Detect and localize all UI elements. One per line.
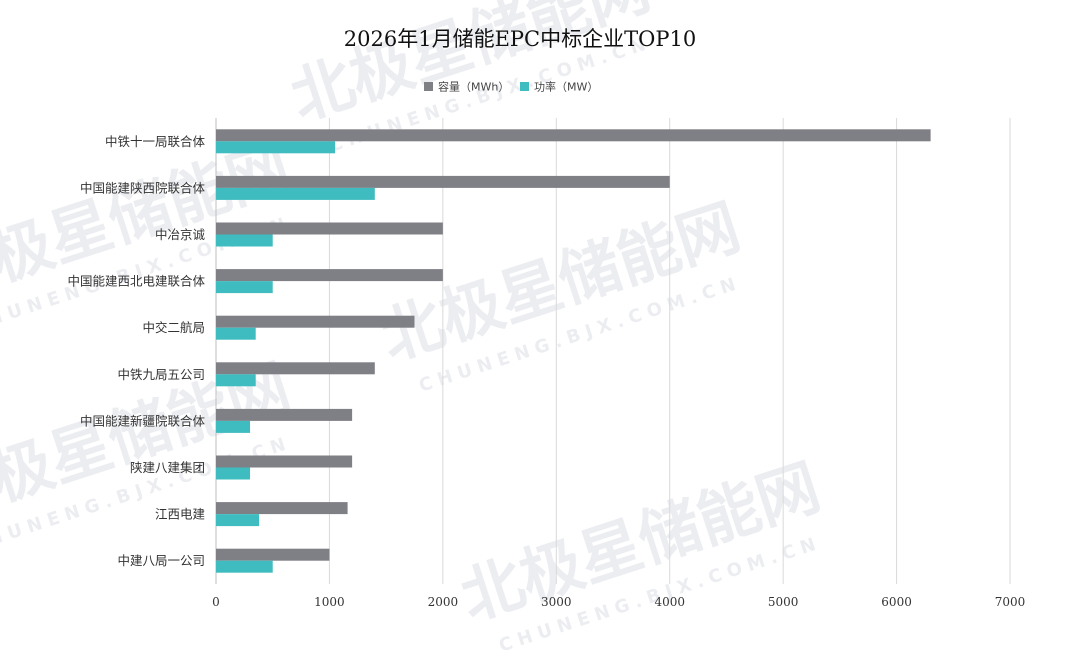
bar-power	[216, 514, 260, 527]
category-label: 中铁十一局联合体	[105, 134, 206, 149]
x-tick-label: 5000	[768, 595, 799, 609]
bar-capacity	[216, 548, 330, 561]
bar-capacity	[216, 222, 443, 235]
chart-title: 2026年1月储能EPC中标企业TOP10	[344, 27, 696, 51]
category-label: 江西电建	[155, 507, 206, 522]
bar-power	[216, 420, 251, 433]
legend-label-power: 功率（MW）	[534, 80, 598, 94]
x-tick-label: 0	[212, 595, 220, 609]
x-tick-label: 4000	[654, 595, 685, 609]
bar-capacity	[216, 455, 353, 468]
bar-capacity	[216, 408, 353, 421]
bar-power	[216, 234, 273, 247]
category-label: 中国能建新疆院联合体	[80, 413, 206, 428]
bar-power	[216, 187, 375, 200]
category-label: 中冶京诚	[155, 227, 206, 242]
category-labels: 中铁十一局联合体中国能建陕西院联合体中冶京诚中国能建西北电建联合体中交二航局中铁…	[67, 134, 205, 568]
category-label: 中铁九局五公司	[117, 367, 205, 382]
category-label: 中建八局一公司	[117, 553, 205, 568]
category-label: 中交二航局	[142, 320, 205, 335]
x-tick-label: 3000	[541, 595, 572, 609]
bar-capacity	[216, 362, 375, 375]
category-label: 中国能建西北电建联合体	[67, 274, 205, 289]
x-tick-label: 2000	[428, 595, 459, 609]
bar-capacity	[216, 269, 443, 282]
bar-power	[216, 141, 336, 154]
bar-capacity	[216, 129, 931, 142]
legend-swatch-power	[520, 82, 529, 91]
x-tick-label: 6000	[881, 595, 912, 609]
legend-swatch-capacity	[424, 82, 433, 91]
bar-power	[216, 374, 256, 387]
category-label: 陕建八建集团	[130, 460, 205, 475]
legend: 容量（MWh） 功率（MW）	[424, 80, 598, 94]
bar-power	[216, 327, 256, 340]
category-label: 中国能建陕西院联合体	[80, 180, 206, 195]
bar-capacity	[216, 175, 670, 188]
bar-capacity	[216, 502, 348, 515]
bar-power	[216, 467, 251, 480]
bar-power	[216, 281, 273, 294]
bar-capacity	[216, 315, 415, 328]
x-tick-label: 1000	[314, 595, 345, 609]
bars	[216, 129, 931, 573]
legend-label-capacity: 容量（MWh）	[438, 80, 509, 94]
x-tick-label: 7000	[995, 595, 1026, 609]
x-axis-ticks: 0 1000 2000 3000 4000 5000 6000 7000	[212, 595, 1025, 609]
bar-power	[216, 560, 273, 573]
